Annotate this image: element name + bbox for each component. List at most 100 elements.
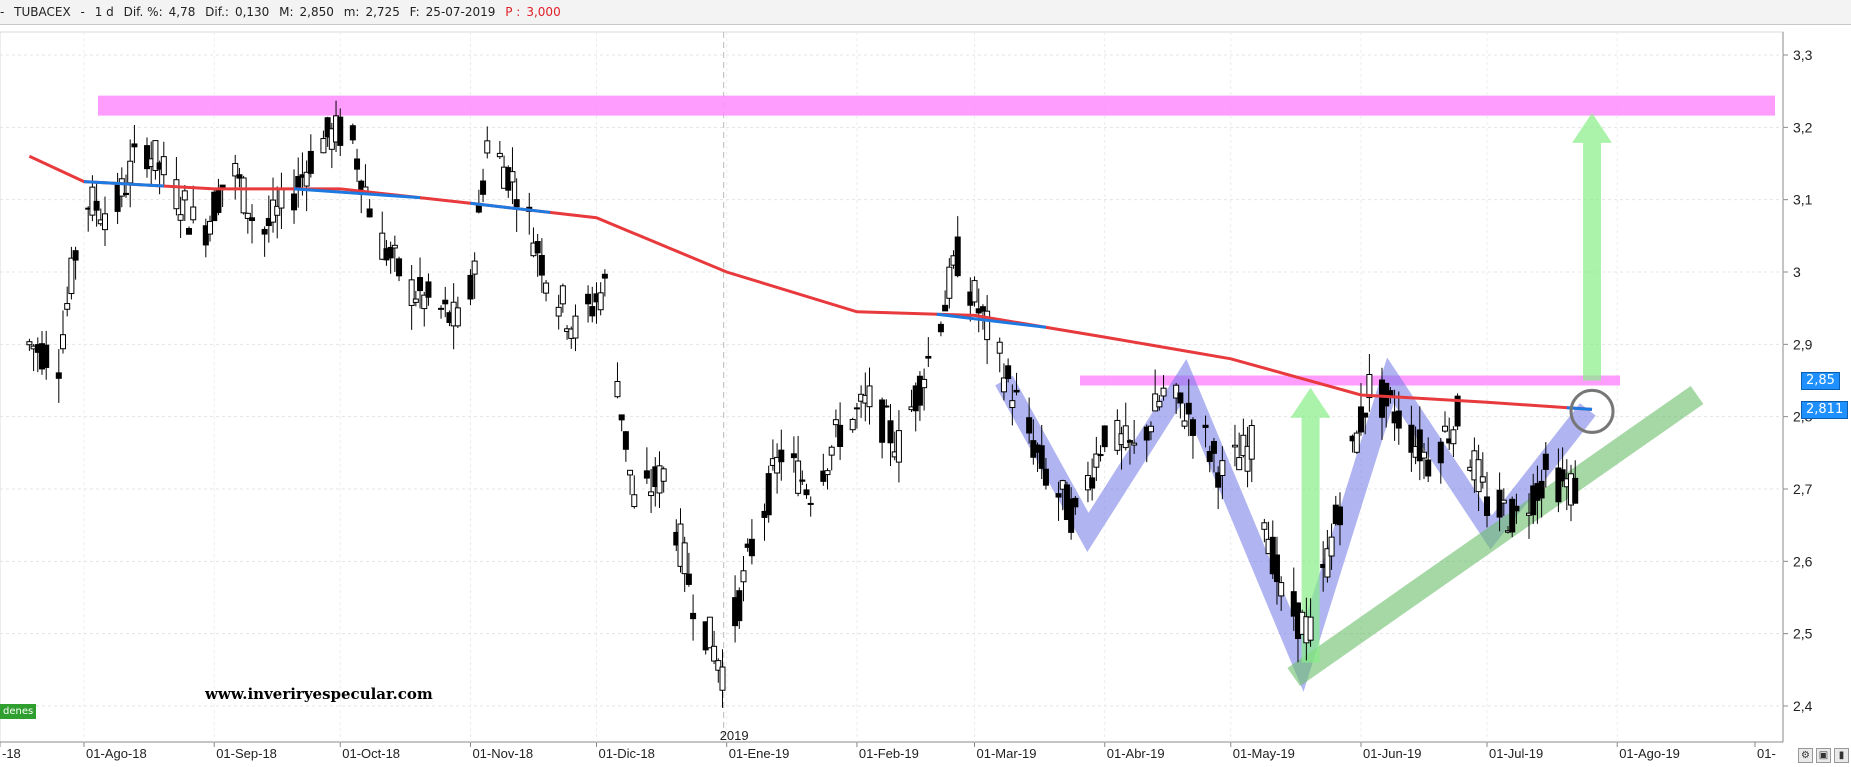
candle-body (795, 460, 802, 494)
candle (736, 587, 743, 629)
settings-icon[interactable]: ⚙ (1798, 748, 1813, 763)
candle (895, 410, 902, 483)
candle (1215, 466, 1222, 510)
candle-body (1000, 377, 1007, 393)
candle-body (278, 188, 285, 209)
candle (559, 283, 566, 313)
candle (690, 594, 697, 641)
candle (1009, 384, 1016, 426)
x-tick-label: 01-Nov-18 (472, 746, 533, 761)
candle-body (971, 280, 978, 303)
candle-body (1231, 444, 1238, 448)
candle-body (26, 341, 33, 346)
candle-body (366, 208, 373, 218)
candle (349, 123, 356, 144)
candle-body (618, 414, 625, 421)
candle-body (68, 257, 75, 295)
dif-value: 0,130 (234, 5, 270, 19)
marker-icon[interactable]: ▮ (1834, 748, 1849, 763)
price-tag-lower: 2,811 (1801, 401, 1849, 419)
candle (1206, 445, 1213, 473)
period-label[interactable]: 1 d (94, 5, 114, 19)
candle-body (1240, 434, 1247, 457)
x-axis: -18 01-Ago-18 01-Sep-18 01-Oct-18 01-Nov-18 0… (0, 728, 1776, 761)
candle-body (467, 274, 474, 300)
price-tag-upper: 2,85 (1801, 372, 1840, 390)
candle (799, 470, 806, 485)
target-arrow-2 (1572, 112, 1613, 381)
candle (190, 185, 197, 224)
candle-body (543, 282, 550, 294)
candle-body (1160, 387, 1167, 397)
candle-body (1353, 432, 1360, 453)
candle (534, 233, 541, 277)
candle (1538, 469, 1545, 518)
status-icons: ⚙ ▣ ▮ (1798, 748, 1849, 764)
candle-body (160, 156, 167, 176)
candle (307, 134, 314, 178)
candle (425, 273, 432, 306)
price-chart[interactable]: 3,33,23,132,92,82,72,62,52,4 -1801-Ago-1… (0, 24, 1851, 767)
candle-body (631, 494, 638, 508)
candle-body (1055, 493, 1062, 498)
candle-body (412, 298, 419, 303)
candle-body (1513, 505, 1520, 512)
candle (538, 238, 545, 293)
candle-body (820, 470, 827, 482)
support-trendline (1287, 385, 1704, 687)
candle (1156, 395, 1163, 411)
save-icon[interactable]: ▣ (1816, 748, 1831, 763)
x-tick-label: 01-Ene-19 (729, 746, 790, 761)
moving-average-line (28, 154, 1593, 411)
candle (627, 469, 634, 495)
candle-body (303, 171, 310, 187)
candle (337, 108, 344, 156)
candle (954, 216, 961, 278)
orders-badge[interactable]: denes (0, 704, 37, 719)
candle-body (1026, 417, 1033, 434)
candle-body (799, 479, 806, 482)
plot-frame (0, 31, 1784, 743)
candle (1248, 419, 1255, 483)
candle-body (1215, 472, 1222, 488)
candle-body (1143, 426, 1150, 441)
candle-body (627, 469, 634, 476)
candle (1357, 383, 1364, 436)
candle-body (454, 307, 461, 327)
candle (1143, 424, 1150, 463)
candle (1055, 481, 1062, 521)
candle-body (1101, 425, 1108, 448)
candle-body (1366, 373, 1373, 399)
candle-body (706, 616, 713, 649)
candle-body (942, 304, 949, 312)
candle (1189, 417, 1196, 459)
candle-body (391, 244, 398, 249)
candle-body (643, 470, 650, 479)
candle (1441, 411, 1448, 433)
candle (614, 362, 621, 399)
candle (513, 178, 520, 232)
candle (837, 402, 844, 460)
candle (618, 414, 625, 432)
candle-body (215, 188, 222, 213)
candle (820, 453, 827, 486)
moving-average-series (28, 154, 1593, 411)
candle (396, 256, 403, 282)
candle-body (1013, 389, 1020, 393)
candle-body (1484, 496, 1490, 516)
candle-body (883, 405, 890, 408)
dif-pct-value: 4,78 (168, 5, 196, 19)
candle-body (421, 294, 428, 310)
candle (1160, 375, 1167, 401)
candle-body (1038, 445, 1045, 469)
ticker-label[interactable]: TUBACEX (14, 5, 71, 19)
candle (824, 468, 831, 490)
price-value: 3,000 (526, 5, 561, 19)
candle-body (1177, 392, 1184, 404)
candle (942, 290, 949, 312)
candle-body (984, 310, 991, 341)
candle-body (202, 225, 209, 246)
y-tick-label: 3,1 (1793, 192, 1813, 208)
candle-body (996, 341, 1003, 354)
candle-body (244, 212, 251, 219)
